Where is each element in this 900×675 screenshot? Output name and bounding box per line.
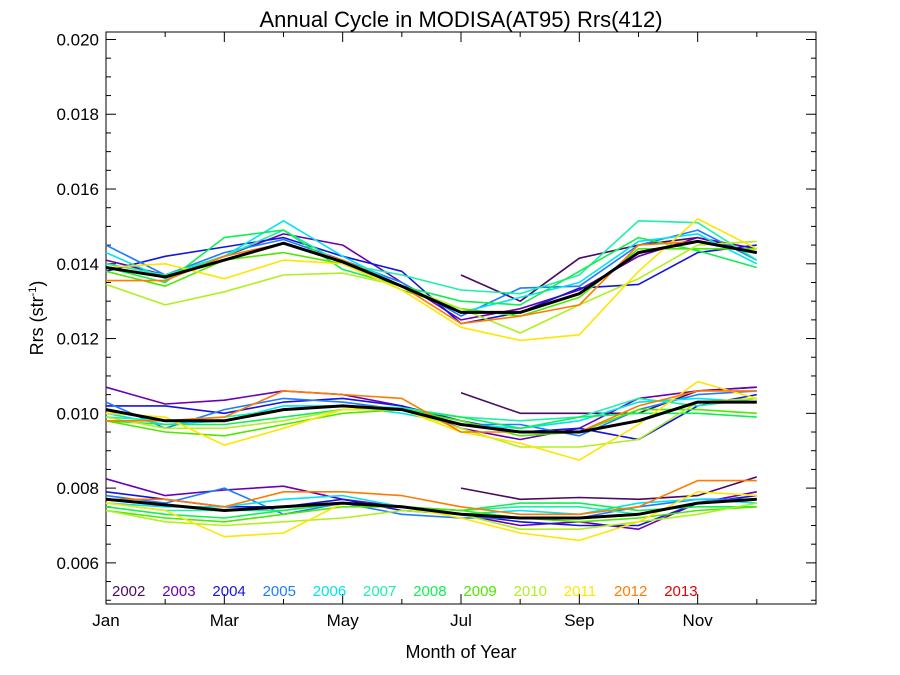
series-line-2008-middle (105, 408, 757, 430)
series-line-2003-upper (105, 233, 757, 321)
series-line-2012-middle (106, 390, 757, 433)
axis-ticks: 0.006 0.008 0.010 0.012 0.014 0.016 0.018 0.020… (56, 30, 816, 630)
legend-item-2013: 2013 (664, 583, 697, 600)
series-line-2012-upper (106, 240, 757, 325)
legend-item-2003: 2003 (162, 583, 195, 600)
x-axis-label: Month of Year (405, 642, 516, 662)
series-line-2010-middle (105, 397, 757, 448)
y-axis-label-main: Rrs (str (27, 296, 47, 355)
x-tick-label: May (327, 611, 360, 630)
y-tick-label: 0.020 (56, 30, 99, 49)
y-tick-label: 0.010 (56, 404, 99, 423)
legend: 2002 2003 2004 2005 2006 2007 2008 2009 2010 2011… (112, 583, 698, 600)
legend-item-2009: 2009 (463, 583, 496, 600)
y-tick-label: 0.012 (56, 330, 99, 349)
y-tick-label: 0.006 (56, 554, 99, 573)
series-line-2011-lower (105, 490, 757, 542)
legend-item-2011: 2011 (564, 583, 596, 600)
legend-item-2006: 2006 (313, 583, 346, 600)
x-tick-label: Jul (450, 611, 472, 630)
legend-item-2010: 2010 (514, 583, 547, 600)
series-line-2005-lower (105, 487, 757, 519)
legend-item-2008: 2008 (413, 583, 446, 600)
legend-item-2007: 2007 (363, 583, 396, 600)
y-axis-label-exponent: -1 (27, 287, 39, 297)
y-tick-label: 0.016 (56, 180, 99, 199)
mean-line-lower (105, 497, 757, 520)
y-tick-label: 0.014 (56, 255, 99, 274)
x-tick-label: Sep (564, 611, 594, 630)
series-line-2012-lower (106, 479, 757, 516)
legend-item-2004: 2004 (212, 583, 245, 600)
series-lines (105, 218, 758, 542)
chart-title: Annual Cycle in MODISA(AT95) Rrs(412) (259, 7, 662, 32)
mean-line-upper (105, 239, 758, 314)
y-axis-label-close: ) (27, 281, 47, 287)
y-tick-label: 0.018 (56, 105, 99, 124)
x-tick-label: Mar (210, 611, 240, 630)
legend-item-2012: 2012 (614, 583, 647, 600)
x-tick-label: Jan (92, 611, 119, 630)
legend-item-2002: 2002 (112, 583, 145, 600)
y-axis-label: Rrs (str-1) (27, 281, 47, 356)
legend-item-2005: 2005 (263, 583, 296, 600)
series-line-2011-upper (105, 218, 758, 342)
series-line-2007-upper (105, 220, 758, 295)
x-tick-label: Nov (683, 611, 714, 630)
series-line-2008-upper (105, 229, 758, 306)
y-tick-label: 0.008 (56, 479, 99, 498)
series-line-2010-upper (105, 240, 757, 334)
mean-line-middle (105, 400, 757, 434)
